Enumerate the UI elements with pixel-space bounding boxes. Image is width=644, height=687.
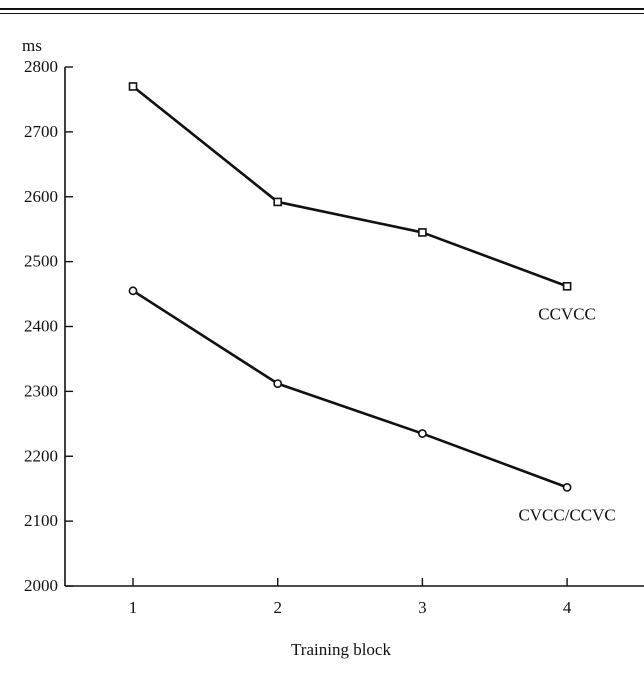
y-tick-label: 2300	[24, 381, 58, 400]
series-line	[132, 289, 568, 489]
x-tick-label: 2	[273, 598, 282, 617]
series-label: CVCC/CCVC	[518, 505, 615, 524]
data-point	[273, 197, 283, 207]
data-point	[418, 228, 427, 237]
y-tick-label: 2800	[24, 57, 58, 76]
top-rule-thick	[0, 8, 644, 10]
data-point	[562, 281, 572, 291]
data-point	[128, 286, 138, 296]
data-point	[128, 82, 138, 91]
y-tick-label: 2600	[24, 187, 58, 206]
y-tick-label: 2700	[24, 122, 58, 141]
x-tick-label: 4	[563, 598, 572, 617]
y-tick-label: 2100	[24, 511, 58, 530]
x-axis-label: Training block	[291, 640, 391, 659]
y-tick-label: 2400	[24, 317, 58, 336]
top-rule-thin	[0, 13, 644, 14]
x-tick-label: 3	[418, 598, 427, 617]
y-tick-label: 2200	[24, 446, 58, 465]
data-point	[417, 429, 427, 438]
series-line	[132, 85, 568, 288]
y-axis-label: ms	[22, 36, 42, 55]
x-tick-label: 1	[129, 598, 138, 617]
y-tick-label: 2000	[24, 576, 58, 595]
data-point	[273, 379, 283, 388]
data-point	[562, 482, 572, 492]
series-label: CCVCC	[538, 304, 596, 323]
y-tick-label: 2500	[24, 252, 58, 271]
